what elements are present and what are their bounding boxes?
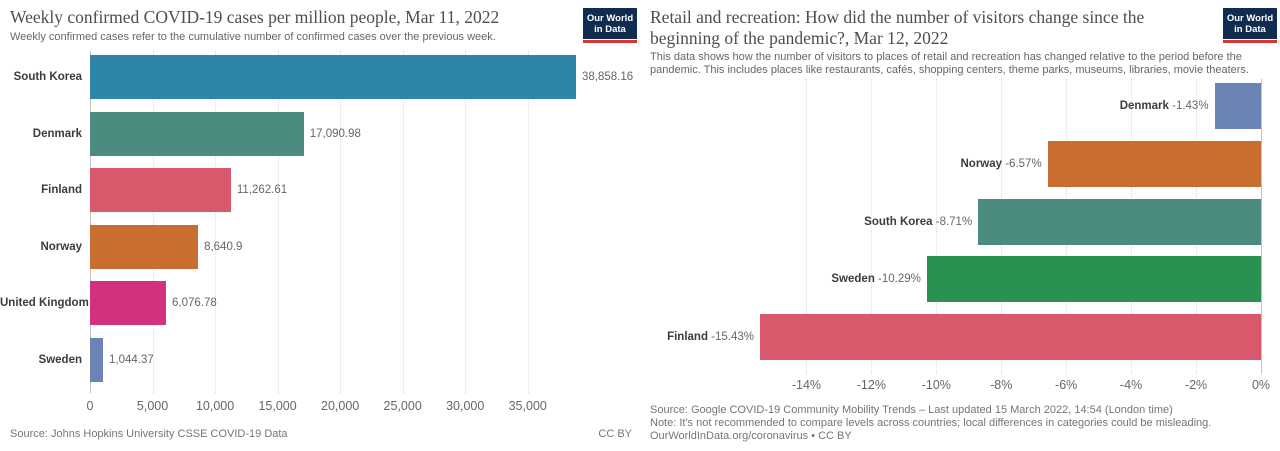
owid-logo-red-bar (583, 40, 637, 43)
zero-axis-line (90, 51, 91, 393)
note-text: Note: It's not recommended to compare le… (650, 417, 1212, 429)
cases-plot-area: 0 5,000 10,000 15,000 20,000 25,000 30,000 35,0… (0, 51, 634, 413)
owid-logo-text: Our World in Data (583, 8, 637, 39)
bar-south-korea[interactable] (978, 198, 1261, 245)
bar-norway[interactable] (1047, 140, 1261, 187)
gridline (402, 51, 404, 393)
mobility-plot-area: -14% -12% -10% -8% -6% -4% -2% 0% Denmark -1.43%… (640, 0, 1280, 451)
gridline (152, 51, 154, 393)
axis-tick-label: 30,000 (446, 399, 485, 413)
gridline (465, 51, 467, 393)
owid-logo-red-bar (1223, 40, 1277, 43)
gridline (527, 51, 529, 393)
gridline (340, 51, 342, 393)
bar-value-label: 1,044.37 (109, 354, 154, 366)
axis-tick-label: -14% (791, 378, 822, 392)
bar-value-label: 11,262.61 (236, 184, 288, 197)
bar-category-label: Finland (41, 184, 82, 197)
chart-subtitle: This data shows how the number of visito… (650, 51, 1249, 76)
source-text: Source: Google COVID-19 Community Mobili… (650, 404, 1173, 416)
bar-value-label: 38,858.16 (582, 71, 634, 83)
axis-tick-label: 10,000 (195, 399, 235, 413)
owid-logo: Our World in Data (583, 8, 637, 43)
bar-category-label: South Korea (13, 71, 82, 83)
owid-logo-line1: Our World (1226, 13, 1274, 24)
bar-value-label: 6,076.78 (172, 297, 217, 310)
axis-tick-label: 15,000 (258, 399, 297, 413)
bar-finland[interactable] (760, 314, 1261, 361)
axis-tick-label: -8% (990, 378, 1013, 392)
owid-link[interactable]: OurWorldInData.org/coronavirus • CC BY (650, 430, 852, 442)
bar-category-value-label: South Korea -8.71% (864, 215, 973, 228)
zero-axis-line (1261, 79, 1262, 374)
bar-category-label: United Kingdom (0, 297, 89, 310)
source-text: Source: Johns Hopkins University CSSE CO… (10, 428, 288, 440)
axis-tick-label: -10% (921, 378, 951, 392)
mobility-chart-panel: Retail and recreation: How did the numbe… (640, 0, 1280, 451)
owid-logo: Our World in Data (1223, 8, 1277, 43)
axis-tick-label: 25,000 (383, 399, 422, 413)
axis-tick-label: -2% (1184, 378, 1208, 392)
bar-category-value-label: Denmark -1.43% (1119, 100, 1209, 112)
bar-value-label: 8,640.9 (204, 240, 243, 253)
owid-logo-line1: Our World (586, 13, 634, 24)
gridline (215, 51, 217, 393)
gridline (806, 79, 808, 374)
footer-block: Source: Google COVID-19 Community Mobili… (650, 404, 1211, 443)
gridline (871, 79, 873, 374)
axis-tick-label: -4% (1119, 378, 1143, 392)
owid-logo-text: Our World in Data (1223, 8, 1277, 39)
chart-title: Retail and recreation: How did the numbe… (650, 7, 1145, 48)
bar-category-label: Denmark (32, 127, 82, 140)
axis-tick-label: -12% (856, 378, 886, 392)
chart-title: Weekly confirmed COVID-19 cases per mill… (10, 7, 500, 27)
bar-sweden[interactable] (926, 256, 1261, 303)
owid-logo-line2: in Data (594, 24, 626, 35)
gridline (936, 79, 938, 374)
axis-tick-label: 20,000 (321, 399, 360, 413)
bar-denmark[interactable] (1214, 83, 1261, 129)
covid-cases-chart-panel: Weekly confirmed COVID-19 cases per mill… (0, 7, 637, 440)
bar-finland[interactable] (90, 168, 231, 213)
bar-sweden[interactable] (90, 338, 104, 382)
bar-category-value-label: Finland -15.43% (667, 331, 754, 344)
license-text: CC BY (598, 428, 632, 440)
bar-category-value-label: Sweden -10.29% (831, 273, 921, 286)
owid-logo-line2: in Data (1234, 24, 1266, 35)
gridline (277, 51, 279, 393)
axis-tick-label: 5,000 (136, 399, 169, 413)
bar-denmark[interactable] (90, 111, 304, 156)
chart-subtitle: Weekly confirmed cases refer to the cumu… (10, 31, 496, 43)
bar-norway[interactable] (90, 224, 199, 269)
bar-category-label: Sweden (38, 354, 82, 366)
bar-category-value-label: Norway -6.57% (960, 157, 1042, 170)
bar-value-label: 17,090.98 (309, 127, 361, 140)
bar-category-label: Norway (40, 240, 82, 253)
axis-tick-label: 35,000 (508, 399, 547, 413)
axis-tick-label: 0% (1251, 378, 1271, 392)
bar-south-korea[interactable] (90, 55, 576, 99)
axis-tick-label: -6% (1055, 378, 1078, 392)
bar-united-kingdom[interactable] (90, 281, 166, 326)
axis-tick-label: 0 (86, 399, 94, 413)
